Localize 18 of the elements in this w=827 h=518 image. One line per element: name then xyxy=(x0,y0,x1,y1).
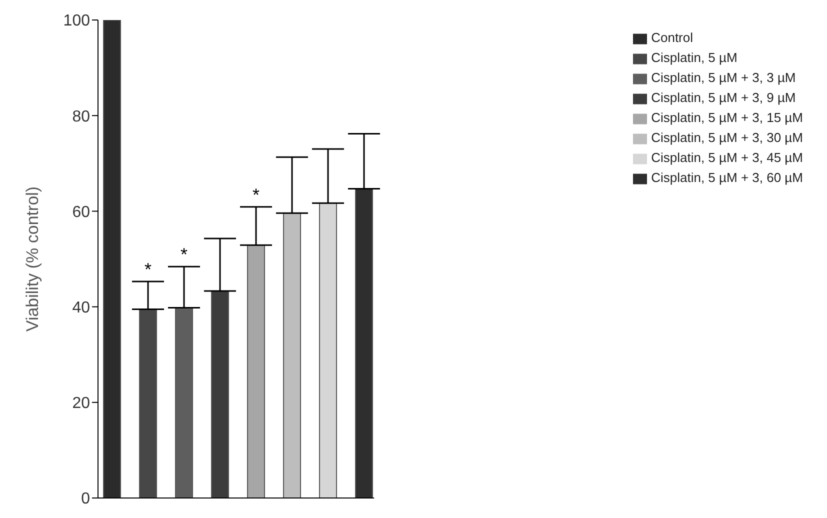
y-tick-label: 80 xyxy=(72,108,90,126)
legend-label: Cisplatin, 5 µM + 3, 9 µM xyxy=(651,90,796,105)
legend-label: Cisplatin, 5 µM xyxy=(651,50,738,65)
y-tick-label: 40 xyxy=(72,299,90,316)
legend-label: Cisplatin, 5 µM + 3, 45 µM xyxy=(651,150,803,165)
data-label: * xyxy=(252,184,260,205)
data-label: * xyxy=(144,259,152,280)
y-axis-title: Viability (% control) xyxy=(23,186,42,332)
y-tick-label: 60 xyxy=(72,204,90,221)
y-tick-label: 100 xyxy=(63,12,90,30)
legend-label: Cisplatin, 5 µM + 3, 3 µM xyxy=(651,70,796,85)
legend-label: Cisplatin, 5 µM + 3, 15 µM xyxy=(651,110,803,125)
y-tick-label: 0 xyxy=(81,490,90,508)
legend-label: Cisplatin, 5 µM + 3, 30 µM xyxy=(651,130,803,145)
data-label: * xyxy=(180,244,188,265)
legend-label: Control xyxy=(651,30,694,45)
y-tick-label: 20 xyxy=(72,395,90,412)
legend-label: Cisplatin, 5 µM + 3, 60 µM xyxy=(651,170,803,185)
